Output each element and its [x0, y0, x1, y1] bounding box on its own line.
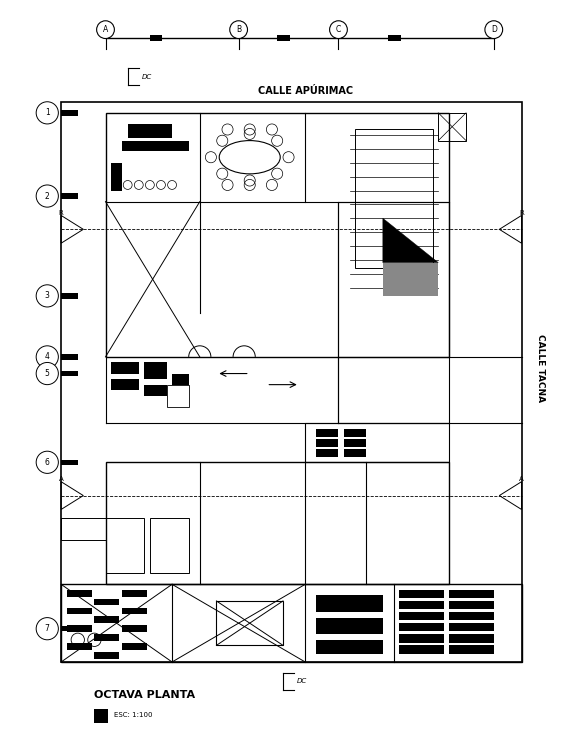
- Circle shape: [485, 21, 503, 38]
- Bar: [61, 102, 521, 662]
- Bar: [61, 110, 78, 116]
- Text: A: A: [519, 476, 524, 482]
- Circle shape: [329, 21, 348, 38]
- Bar: [400, 601, 444, 609]
- Bar: [150, 35, 162, 41]
- Bar: [67, 643, 92, 650]
- Bar: [344, 449, 366, 457]
- Bar: [122, 590, 147, 597]
- Bar: [111, 379, 139, 390]
- Text: 7: 7: [45, 624, 50, 633]
- Text: OCTAVA PLANTA: OCTAVA PLANTA: [95, 690, 195, 700]
- Bar: [344, 429, 366, 437]
- Bar: [67, 608, 92, 615]
- Bar: [122, 643, 147, 650]
- Bar: [95, 634, 119, 641]
- Text: B: B: [236, 25, 241, 34]
- Bar: [400, 645, 444, 654]
- Bar: [67, 590, 92, 597]
- Text: A: A: [59, 476, 63, 482]
- Text: 5: 5: [45, 369, 50, 378]
- Bar: [316, 595, 383, 612]
- Circle shape: [97, 21, 114, 38]
- Bar: [338, 202, 449, 423]
- Bar: [122, 608, 147, 615]
- Bar: [95, 599, 119, 606]
- Bar: [388, 35, 401, 41]
- Circle shape: [36, 346, 58, 368]
- Bar: [144, 385, 166, 396]
- Bar: [128, 124, 172, 138]
- Bar: [67, 626, 92, 632]
- Text: D: D: [491, 25, 497, 34]
- Circle shape: [36, 185, 58, 207]
- Bar: [400, 612, 444, 620]
- Circle shape: [230, 21, 247, 38]
- Circle shape: [36, 618, 58, 640]
- Bar: [305, 423, 449, 462]
- Circle shape: [36, 362, 58, 385]
- Bar: [172, 374, 188, 385]
- Text: R: R: [519, 210, 524, 216]
- Bar: [449, 612, 494, 620]
- Bar: [400, 623, 444, 631]
- Bar: [316, 429, 338, 437]
- Text: CALLE TACNA: CALLE TACNA: [537, 334, 546, 402]
- Bar: [449, 623, 494, 631]
- Bar: [122, 141, 188, 151]
- Text: 1: 1: [45, 108, 50, 117]
- Bar: [111, 163, 122, 191]
- Bar: [61, 371, 78, 376]
- Bar: [383, 263, 438, 296]
- Bar: [95, 617, 119, 623]
- Bar: [144, 362, 166, 379]
- Text: ESC: 1:100: ESC: 1:100: [114, 712, 152, 718]
- Bar: [438, 113, 466, 141]
- Polygon shape: [383, 219, 438, 263]
- Bar: [277, 35, 290, 41]
- Text: DC: DC: [297, 679, 307, 684]
- Text: 6: 6: [45, 458, 50, 467]
- Bar: [449, 645, 494, 654]
- Bar: [449, 634, 494, 643]
- Bar: [449, 601, 494, 609]
- Bar: [400, 634, 444, 643]
- Bar: [61, 293, 78, 299]
- Text: 3: 3: [45, 291, 50, 300]
- Bar: [105, 462, 449, 584]
- Bar: [166, 385, 188, 407]
- Bar: [122, 626, 147, 632]
- Bar: [61, 517, 105, 540]
- Bar: [150, 517, 188, 573]
- Bar: [95, 709, 108, 723]
- Bar: [355, 130, 433, 268]
- Bar: [449, 590, 494, 598]
- Bar: [61, 459, 78, 465]
- Bar: [316, 618, 383, 634]
- Text: 4: 4: [45, 353, 50, 361]
- Bar: [316, 449, 338, 457]
- Text: DC: DC: [142, 74, 152, 79]
- Bar: [61, 626, 78, 631]
- Bar: [105, 113, 449, 357]
- Bar: [316, 640, 383, 654]
- Text: 2: 2: [45, 191, 50, 200]
- Bar: [216, 601, 283, 645]
- Text: CALLE APÚRIMAC: CALLE APÚRIMAC: [258, 85, 353, 96]
- Bar: [95, 652, 119, 659]
- Bar: [344, 439, 366, 447]
- Text: C: C: [336, 25, 341, 34]
- Text: A: A: [103, 25, 108, 34]
- Text: R: R: [59, 210, 63, 216]
- Circle shape: [36, 285, 58, 307]
- Bar: [61, 584, 521, 662]
- Bar: [316, 439, 338, 447]
- Bar: [111, 362, 139, 374]
- Bar: [105, 517, 144, 573]
- Bar: [400, 590, 444, 598]
- Circle shape: [36, 451, 58, 473]
- Bar: [61, 194, 78, 199]
- Circle shape: [36, 102, 58, 124]
- Bar: [61, 354, 78, 360]
